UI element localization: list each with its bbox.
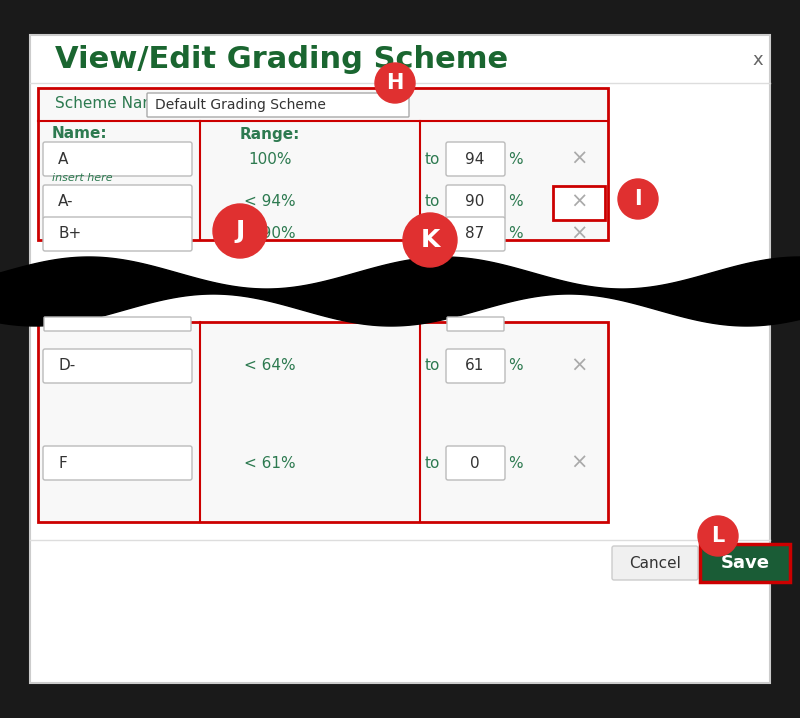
Text: L: L [711,526,725,546]
Text: 94: 94 [466,151,485,167]
Text: %: % [508,358,522,373]
Text: to: to [424,358,440,373]
Text: K: K [420,228,440,252]
Circle shape [403,213,457,267]
Text: I: I [634,189,642,209]
FancyBboxPatch shape [447,317,504,331]
Text: < 94%: < 94% [244,195,296,210]
FancyBboxPatch shape [30,35,770,683]
Text: to: to [424,195,440,210]
FancyBboxPatch shape [43,142,192,176]
FancyBboxPatch shape [446,142,505,176]
Text: < 64%: < 64% [244,358,296,373]
Text: 90: 90 [466,195,485,210]
Text: %: % [508,226,522,241]
Text: Save: Save [721,554,770,572]
Text: Range:: Range: [240,126,300,141]
FancyBboxPatch shape [147,93,409,117]
Text: B+: B+ [58,226,82,241]
Text: A: A [58,151,68,167]
Text: ×: × [570,453,588,473]
Circle shape [698,516,738,556]
Text: Default Grading Scheme: Default Grading Scheme [155,98,326,112]
Text: D-: D- [58,358,75,373]
FancyBboxPatch shape [43,185,192,219]
Bar [38,88,608,240]
Text: 100%: 100% [248,151,292,167]
Text: to: to [424,226,440,241]
FancyBboxPatch shape [44,317,191,331]
FancyBboxPatch shape [446,217,505,251]
FancyBboxPatch shape [43,217,192,251]
Text: x: x [753,51,763,69]
Bar [553,186,605,220]
Text: 61: 61 [466,358,485,373]
Text: insert here: insert here [52,173,113,183]
Text: < 61%: < 61% [244,455,296,470]
Text: %: % [508,151,522,167]
Text: ×: × [570,149,588,169]
Text: ×: × [570,224,588,244]
Text: to: to [424,151,440,167]
FancyBboxPatch shape [446,185,505,219]
Circle shape [375,63,415,103]
FancyBboxPatch shape [43,446,192,480]
FancyBboxPatch shape [43,349,192,383]
Bar [700,544,790,582]
Text: F: F [58,455,66,470]
Text: ×: × [570,356,588,376]
FancyBboxPatch shape [612,546,698,580]
Text: 0: 0 [470,455,480,470]
Text: < 90%: < 90% [244,226,296,241]
Text: H: H [386,73,404,93]
Text: View/Edit Grading Scheme: View/Edit Grading Scheme [55,45,508,75]
Bar [38,322,608,522]
Circle shape [618,179,658,219]
Circle shape [213,204,267,258]
FancyBboxPatch shape [446,446,505,480]
Text: Scheme Name:: Scheme Name: [55,96,172,111]
Text: %: % [508,455,522,470]
Text: A-: A- [58,195,74,210]
Text: to: to [424,455,440,470]
Text: %: % [508,195,522,210]
Text: Cancel: Cancel [629,556,681,571]
FancyBboxPatch shape [446,349,505,383]
Text: J: J [235,219,245,243]
Text: 87: 87 [466,226,485,241]
Text: Name:: Name: [52,126,108,141]
Text: ×: × [570,192,588,212]
